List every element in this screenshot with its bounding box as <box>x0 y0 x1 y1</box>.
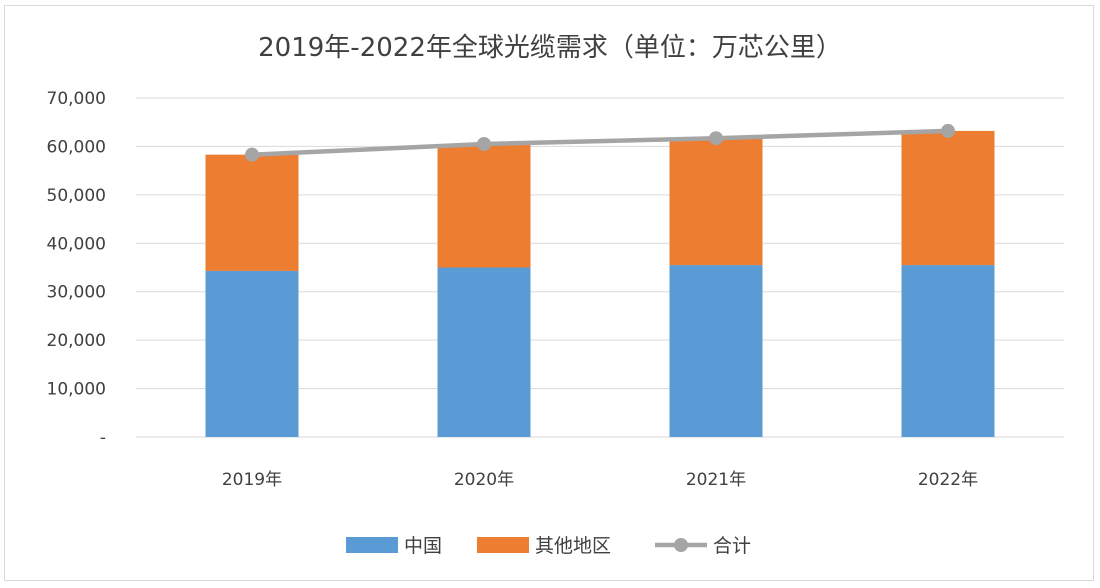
y-tick-label: 30,000 <box>47 283 106 303</box>
y-tick-label: 20,000 <box>47 331 106 351</box>
legend-marker <box>674 538 688 552</box>
legend-label: 中国 <box>404 535 442 557</box>
x-axis: 2019年 2020年 2021年 2022年 <box>222 470 978 490</box>
bar-china <box>437 267 531 437</box>
legend-label: 其他地区 <box>535 535 611 557</box>
y-tick-label: - <box>100 428 106 448</box>
total-point <box>477 137 491 152</box>
legend: 中国 其他地区 合计 <box>346 535 751 557</box>
total-line <box>245 123 955 162</box>
bars <box>205 130 995 437</box>
y-tick-label: 10,000 <box>47 380 106 400</box>
legend-swatch <box>346 537 398 553</box>
x-tick-label: 2021年 <box>686 470 746 490</box>
bar-other <box>205 154 299 271</box>
total-point <box>709 131 723 146</box>
bar-china <box>669 265 763 437</box>
bar-other <box>669 138 763 266</box>
legend-swatch <box>477 537 529 553</box>
total-point <box>941 123 955 138</box>
x-tick-label: 2022年 <box>918 470 978 490</box>
y-tick-label: 60,000 <box>47 137 106 157</box>
total-line-path <box>251 128 949 157</box>
x-tick-label: 2020年 <box>454 470 514 490</box>
y-tick-label: 40,000 <box>47 234 106 254</box>
chart-title: 2019年-2022年全球光缆需求（单位：万芯公里） <box>258 33 842 63</box>
bar-china <box>901 265 995 437</box>
y-tick-label: 70,000 <box>47 89 106 109</box>
total-point <box>245 147 259 162</box>
bar-china <box>205 270 299 437</box>
bar-other <box>437 144 531 268</box>
x-tick-label: 2019年 <box>222 470 282 490</box>
legend-label: 合计 <box>713 535 751 557</box>
y-axis: - 10,000 20,000 30,000 40,000 50,000 60,000 70,… <box>47 89 106 448</box>
bar-other <box>901 130 995 266</box>
y-tick-label: 50,000 <box>47 186 106 206</box>
